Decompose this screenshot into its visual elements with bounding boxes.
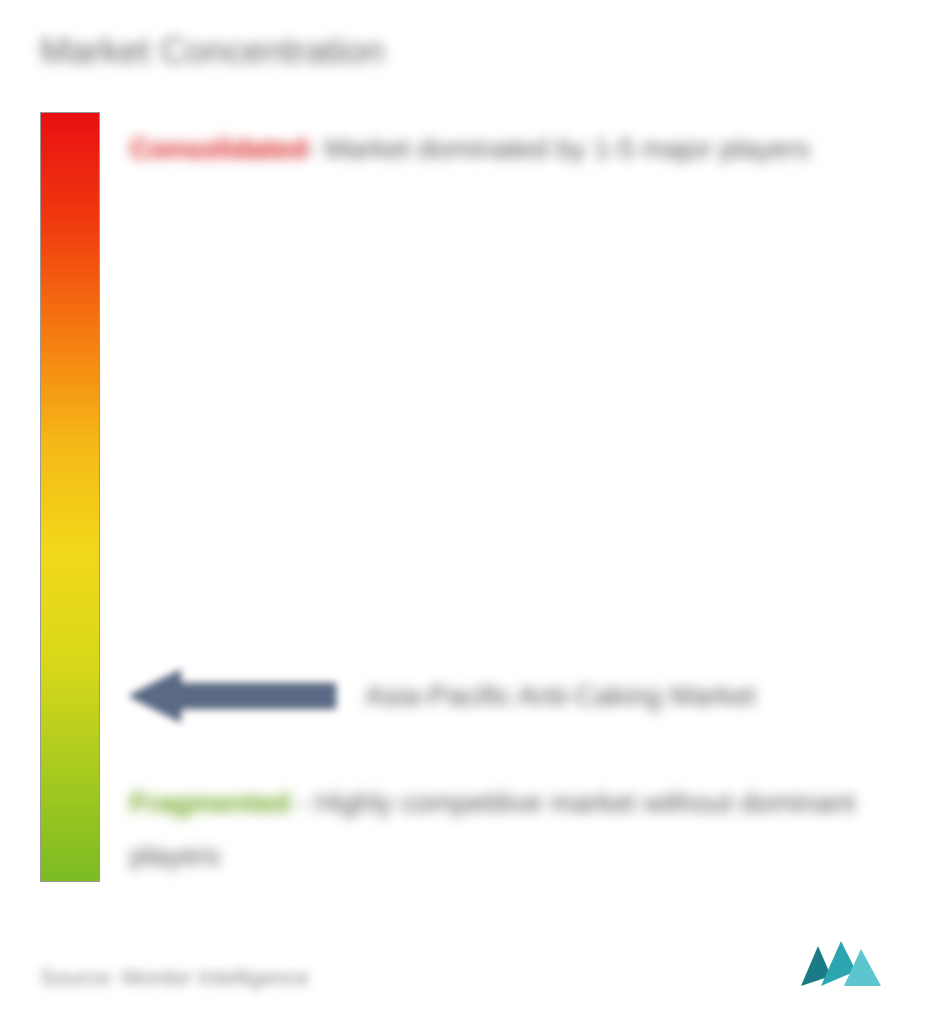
left-arrow-icon — [130, 666, 340, 726]
arrow-row: Asia-Pacific Anti-Caking Market — [130, 666, 886, 726]
footer: Source: Mordor Intelligence — [40, 941, 886, 991]
market-name-label: Asia-Pacific Anti-Caking Market — [365, 680, 756, 712]
source-attribution: Source: Mordor Intelligence — [40, 965, 309, 991]
spacer — [130, 175, 886, 665]
gradient-bar-container — [40, 112, 100, 882]
consolidated-block: Consolidated- Market dominated by 1-5 ma… — [130, 122, 886, 175]
content-row: Consolidated- Market dominated by 1-5 ma… — [40, 112, 886, 882]
mordor-logo-icon — [796, 941, 886, 991]
text-column: Consolidated- Market dominated by 1-5 ma… — [130, 112, 886, 882]
consolidated-description: - Market dominated by 1-5 major players — [307, 133, 810, 164]
page-title: Market Concentration — [40, 30, 886, 72]
consolidated-label: Consolidated — [130, 133, 307, 164]
fragmented-label: Fragmented — [130, 787, 290, 818]
concentration-gradient-scale — [40, 112, 100, 882]
fragmented-block: Fragmented - Highly competitive market w… — [130, 776, 886, 882]
